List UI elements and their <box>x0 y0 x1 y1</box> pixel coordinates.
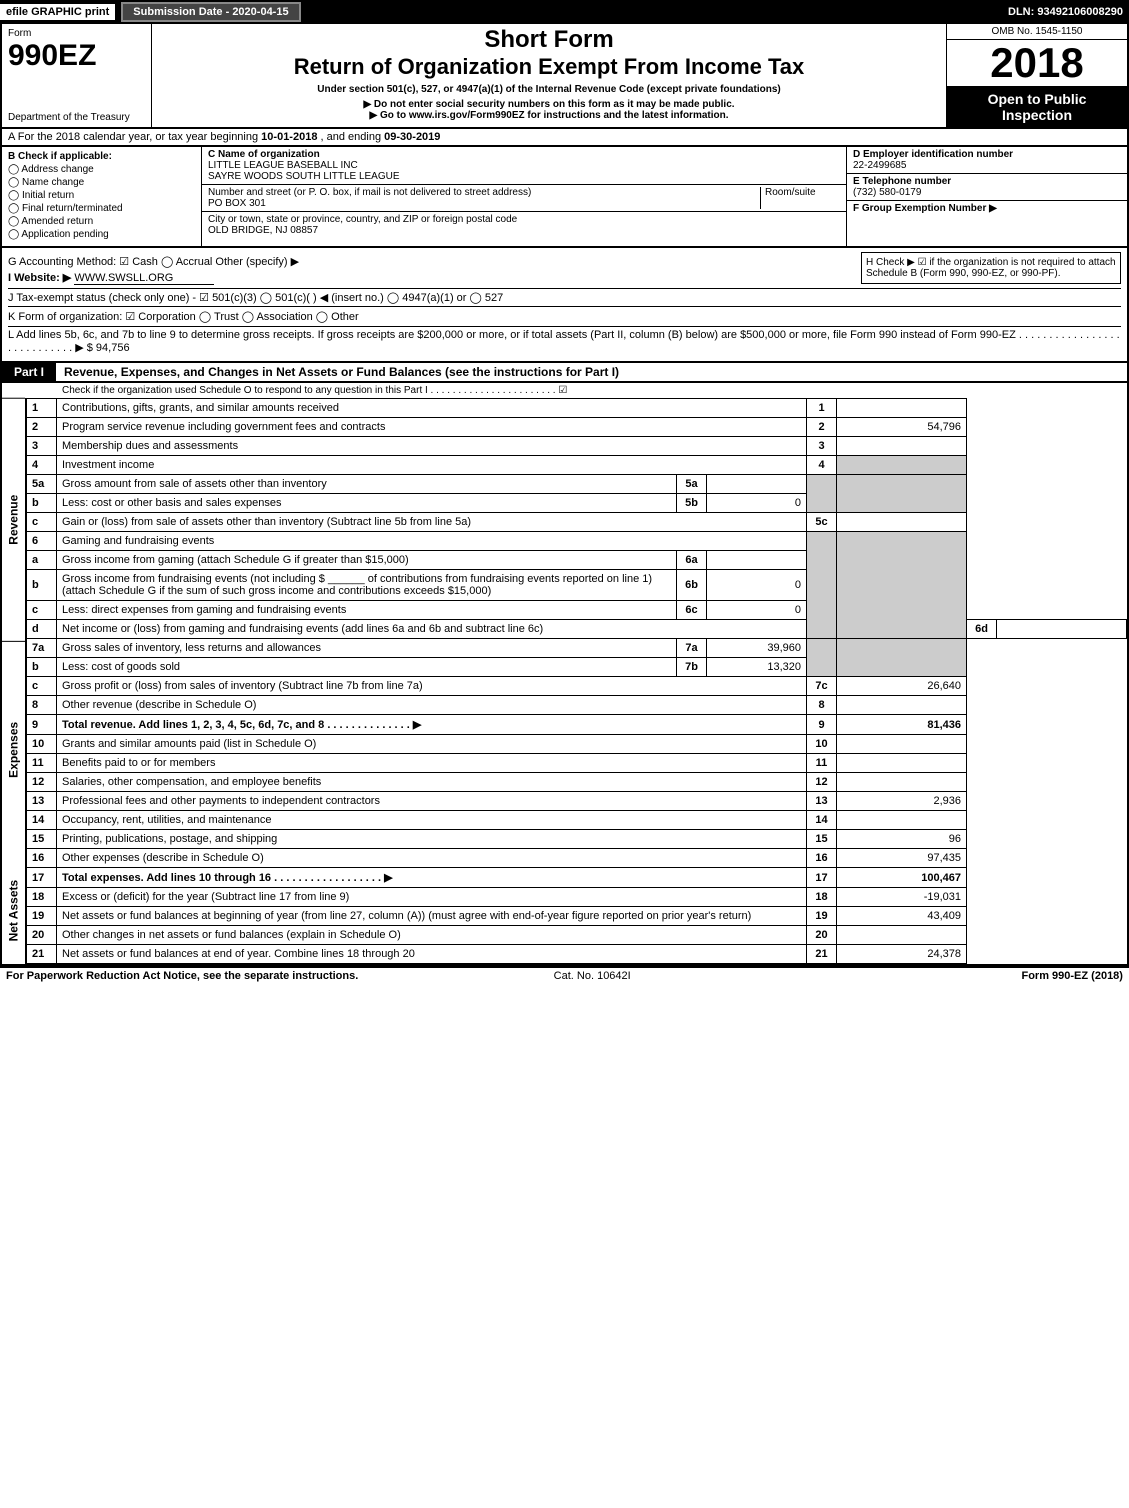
section-l: L Add lines 5b, 6c, and 7b to line 9 to … <box>8 326 1121 354</box>
form-label: Form <box>8 28 145 39</box>
line-8: 8Other revenue (describe in Schedule O)8 <box>27 696 1127 715</box>
line-5a: 5aGross amount from sale of assets other… <box>27 475 1127 494</box>
omb-number: OMB No. 1545-1150 <box>947 24 1127 40</box>
tax-year-begin: 10-01-2018 <box>261 131 317 143</box>
line-2: 2Program service revenue including gover… <box>27 418 1127 437</box>
group-exemption-label: F Group Exemption Number ▶ <box>853 203 997 214</box>
form-number: 990EZ <box>8 39 145 73</box>
chk-amended-return[interactable]: ◯ Amended return <box>8 216 195 227</box>
line-16: 16Other expenses (describe in Schedule O… <box>27 849 1127 868</box>
part1-label: Part I <box>2 363 56 381</box>
ein-label: D Employer identification number <box>853 149 1013 160</box>
line-7a: 7aGross sales of inventory, less returns… <box>27 639 1127 658</box>
header-left: Form 990EZ Department of the Treasury <box>2 24 152 127</box>
section-h: H Check ▶ ☑ if the organization is not r… <box>861 252 1121 284</box>
website-value[interactable]: WWW.SWSLL.ORG <box>74 272 214 285</box>
form-header: Form 990EZ Department of the Treasury Sh… <box>0 24 1129 129</box>
section-b: B Check if applicable: ◯ Address change … <box>2 147 202 246</box>
footer-left: For Paperwork Reduction Act Notice, see … <box>6 970 358 982</box>
page-footer: For Paperwork Reduction Act Notice, see … <box>0 966 1129 984</box>
section-b-header: B Check if applicable: <box>8 151 112 162</box>
department: Department of the Treasury <box>8 112 145 123</box>
org-name-label: C Name of organization <box>208 149 320 160</box>
org-name-1: LITTLE LEAGUE BASEBALL INC <box>208 160 358 171</box>
dln: DLN: 93492106008290 <box>1008 6 1129 18</box>
section-j: J Tax-exempt status (check only one) - ☑… <box>8 288 1121 307</box>
open-public: Open to Public Inspection <box>947 87 1127 127</box>
section-k: K Form of organization: ☑ Corporation ◯ … <box>8 310 1121 323</box>
line-5c: cGain or (loss) from sale of assets othe… <box>27 513 1127 532</box>
short-form-title: Short Form <box>160 26 938 54</box>
website-label: I Website: ▶ <box>8 272 71 284</box>
under-section: Under section 501(c), 527, or 4947(a)(1)… <box>160 84 938 95</box>
chk-final-return[interactable]: ◯ Final return/terminated <box>8 203 195 214</box>
room-label: Room/suite <box>765 187 816 198</box>
tax-year: 2018 <box>947 40 1127 87</box>
section-a: A For the 2018 calendar year, or tax yea… <box>0 129 1129 147</box>
part1-title: Revenue, Expenses, and Changes in Net As… <box>56 363 627 381</box>
line-21: 21Net assets or fund balances at end of … <box>27 945 1127 964</box>
line-17: 17Total expenses. Add lines 10 through 1… <box>27 868 1127 888</box>
org-info-block: B Check if applicable: ◯ Address change … <box>0 147 1129 248</box>
street-value: PO BOX 301 <box>208 198 266 209</box>
tel-value: (732) 580-0179 <box>853 187 921 198</box>
org-name-2: SAYRE WOODS SOUTH LITTLE LEAGUE <box>208 171 400 182</box>
line-12: 12Salaries, other compensation, and empl… <box>27 773 1127 792</box>
tab-revenue: Revenue <box>2 398 25 641</box>
line-11: 11Benefits paid to or for members11 <box>27 754 1127 773</box>
lines-table: 1Contributions, gifts, grants, and simil… <box>26 398 1127 964</box>
street-label: Number and street (or P. O. box, if mail… <box>208 187 531 198</box>
line-18: 18Excess or (deficit) for the year (Subt… <box>27 888 1127 907</box>
return-title: Return of Organization Exempt From Incom… <box>160 54 938 80</box>
chk-name-change[interactable]: ◯ Name change <box>8 177 195 188</box>
line-15: 15Printing, publications, postage, and s… <box>27 830 1127 849</box>
tax-year-end: 09-30-2019 <box>384 131 440 143</box>
header-right: OMB No. 1545-1150 2018 Open to Public In… <box>947 24 1127 127</box>
side-tabs: Revenue Expenses Net Assets <box>2 398 26 964</box>
footer-cat: Cat. No. 10642I <box>554 970 631 982</box>
city-value: OLD BRIDGE, NJ 08857 <box>208 225 318 236</box>
line-13: 13Professional fees and other payments t… <box>27 792 1127 811</box>
donot-notice: ▶ Do not enter social security numbers o… <box>160 99 938 110</box>
section-gl: H Check ▶ ☑ if the organization is not r… <box>0 248 1129 363</box>
chk-application-pending[interactable]: ◯ Application pending <box>8 229 195 240</box>
section-c: C Name of organization LITTLE LEAGUE BAS… <box>202 147 847 246</box>
main-table: Revenue Expenses Net Assets 1Contributio… <box>0 398 1129 966</box>
line-7c: cGross profit or (loss) from sales of in… <box>27 677 1127 696</box>
line-9: 9Total revenue. Add lines 1, 2, 3, 4, 5c… <box>27 715 1127 735</box>
ein-value: 22-2499685 <box>853 160 906 171</box>
footer-right: Form 990-EZ (2018) <box>1021 970 1122 982</box>
line-20: 20Other changes in net assets or fund ba… <box>27 926 1127 945</box>
submission-date: Submission Date - 2020-04-15 <box>121 2 300 22</box>
header-center: Short Form Return of Organization Exempt… <box>152 24 947 127</box>
city-label: City or town, state or province, country… <box>208 214 517 225</box>
line-4: 4Investment income4 <box>27 456 1127 475</box>
section-def: D Employer identification number 22-2499… <box>847 147 1127 246</box>
line-1: 1Contributions, gifts, grants, and simil… <box>27 399 1127 418</box>
tel-label: E Telephone number <box>853 176 951 187</box>
efile-label: efile GRAPHIC print <box>0 4 115 20</box>
line-19: 19Net assets or fund balances at beginni… <box>27 907 1127 926</box>
top-bar: efile GRAPHIC print Submission Date - 20… <box>0 0 1129 24</box>
line-6: 6Gaming and fundraising events <box>27 532 1127 551</box>
line-10: 10Grants and similar amounts paid (list … <box>27 735 1127 754</box>
tab-expenses: Expenses <box>2 641 25 857</box>
part1-check-line: Check if the organization used Schedule … <box>0 383 1129 398</box>
part1-header: Part I Revenue, Expenses, and Changes in… <box>0 363 1129 383</box>
tab-net-assets: Net Assets <box>2 857 25 964</box>
line-14: 14Occupancy, rent, utilities, and mainte… <box>27 811 1127 830</box>
section-a-mid: , and ending <box>321 131 385 143</box>
line-3: 3Membership dues and assessments3 <box>27 437 1127 456</box>
chk-initial-return[interactable]: ◯ Initial return <box>8 190 195 201</box>
goto-link[interactable]: ▶ Go to www.irs.gov/Form990EZ for instru… <box>160 110 938 121</box>
section-a-prefix: A For the 2018 calendar year, or tax yea… <box>8 131 261 143</box>
chk-address-change[interactable]: ◯ Address change <box>8 164 195 175</box>
